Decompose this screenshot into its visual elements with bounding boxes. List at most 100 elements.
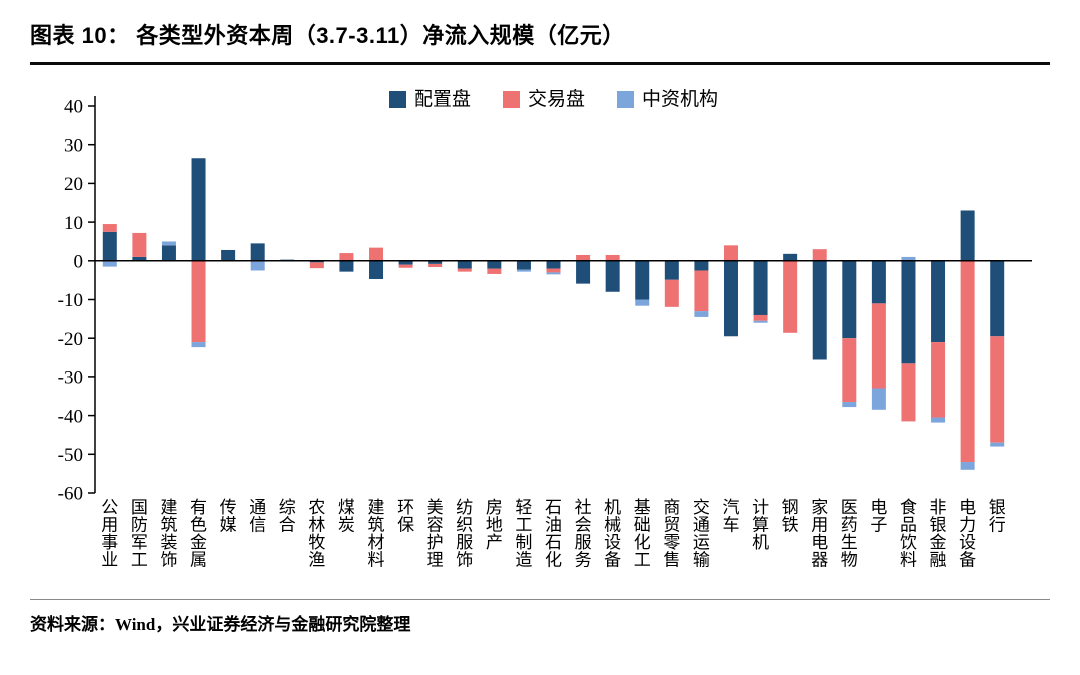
bar-segment-配置盘	[102, 231, 117, 261]
bar-segment-配置盘	[783, 253, 798, 261]
bar-segment-中资机构	[102, 260, 117, 267]
x-axis-category-label: 交通运输	[693, 498, 710, 570]
bar-segment-中资机构	[871, 388, 886, 410]
x-axis-category-label: 家用电器	[811, 498, 828, 570]
y-axis-tick-label: -50	[58, 445, 83, 466]
bar-segment-交易盘	[694, 270, 709, 312]
bar-segment-交易盘	[990, 336, 1005, 443]
bar-segment-中资机构	[161, 241, 176, 246]
x-axis-category-label: 农林牧渔	[308, 498, 325, 570]
legend-swatch-配置盘	[389, 91, 406, 108]
x-axis-category-label: 美容护理	[427, 498, 444, 570]
bar-segment-配置盘	[221, 249, 236, 261]
x-axis-category-label: 建筑材料	[368, 498, 385, 570]
bar-segment-交易盘	[753, 314, 768, 321]
x-axis-category-label: 钢铁	[782, 498, 799, 535]
bar-segment-中资机构	[990, 442, 1005, 447]
bar-segment-中资机构	[191, 342, 206, 348]
bar-segment-交易盘	[664, 279, 679, 307]
figure-title: 图表 10： 各类型外资本周（3.7-3.11）净流入规模（亿元）	[30, 23, 625, 48]
y-axis-tick-label: 40	[64, 97, 83, 118]
bar-segment-配置盘	[605, 260, 620, 292]
bar-segment-中资机构	[635, 299, 650, 306]
x-axis-category-label: 轻工制造	[515, 498, 532, 570]
legend-swatch-中资机构	[617, 91, 634, 108]
bar-segment-配置盘	[960, 210, 975, 261]
bar-segment-中资机构	[250, 260, 265, 271]
bar-segment-交易盘	[901, 363, 916, 422]
x-axis-category-label: 综合	[279, 498, 296, 535]
bar-segment-中资机构	[753, 320, 768, 323]
y-axis-tick-label: 20	[64, 174, 83, 195]
y-axis-tick-label: -20	[58, 329, 83, 350]
x-axis-category-label: 国防军工	[131, 498, 148, 570]
y-axis-tick-label: -30	[58, 368, 83, 389]
x-axis-category-label: 有色金属	[190, 498, 207, 570]
bar-segment-配置盘	[901, 260, 916, 364]
bar-segment-交易盘	[428, 263, 443, 267]
bar-segment-配置盘	[428, 260, 443, 264]
bar-segment-交易盘	[457, 268, 472, 272]
bar-segment-中资机构	[842, 402, 857, 408]
y-axis-tick-label: 10	[64, 213, 83, 234]
legend-label: 中资机构	[642, 88, 718, 110]
bar-segment-配置盘	[990, 260, 1005, 337]
y-axis-tick-label: 30	[64, 135, 83, 156]
bar-segment-配置盘	[694, 260, 709, 271]
chart-svg: 40 30 20 10 0 -10 -20 -30 -40 -50 -60 公用事业国防军工建筑装饰有…	[58, 88, 1032, 570]
x-axis-category-label: 电力设备	[959, 498, 976, 570]
bar-segment-中资机构	[901, 256, 916, 261]
bar-segment-交易盘	[191, 260, 206, 343]
bar-segment-配置盘	[161, 245, 176, 261]
x-axis-category-label: 纺织服饰	[456, 498, 473, 570]
bar-segment-交易盘	[576, 254, 591, 261]
bar-segment-配置盘	[250, 243, 265, 261]
x-axis-category-label: 环保	[397, 498, 414, 535]
bar-segment-配置盘	[664, 260, 679, 280]
bar-segment-交易盘	[812, 249, 827, 261]
x-axis-category-label: 银行	[989, 498, 1006, 535]
y-axis-tick-label: -10	[58, 290, 83, 311]
bar-segment-交易盘	[723, 245, 738, 261]
bar-segment-交易盘	[398, 264, 413, 268]
bar-segment-交易盘	[309, 262, 324, 269]
bar-segment-交易盘	[783, 260, 798, 333]
bar-segment-配置盘	[339, 260, 354, 272]
legend-swatch-交易盘	[503, 91, 520, 108]
bar-segment-配置盘	[635, 260, 650, 300]
bar-segment-配置盘	[723, 260, 738, 337]
x-axis-category-label: 石油石化	[545, 498, 562, 570]
y-axis-tick-label: 0	[74, 251, 84, 272]
bar-segment-交易盘	[931, 342, 946, 418]
bar-segment-中资机构	[931, 417, 946, 423]
figure-header: 图表 10： 各类型外资本周（3.7-3.11）净流入规模（亿元）	[0, 0, 1080, 56]
chart: 40 30 20 10 0 -10 -20 -30 -40 -50 -60 公用事业 国防军工 建筑装饰有…	[0, 65, 1080, 585]
y-axis-tick-label: -40	[58, 406, 83, 427]
x-axis-category-label: 煤炭	[338, 498, 355, 535]
x-axis-category-label: 非银金融	[930, 498, 947, 570]
bar-segment-交易盘	[546, 268, 561, 273]
bar-segment-交易盘	[842, 338, 857, 403]
x-axis-category-label: 计算机	[752, 498, 769, 552]
x-axis-category-label: 社会服务	[575, 498, 592, 570]
bar-segment-中资机构	[694, 311, 709, 317]
x-axis-category-label: 汽车	[722, 498, 739, 535]
bar-segment-中资机构	[516, 269, 531, 272]
bar-segment-交易盘	[102, 224, 117, 232]
bar-segment-配置盘	[842, 260, 857, 339]
x-axis-category-label: 基础化工	[634, 498, 651, 570]
y-axis-tick-label: -60	[58, 484, 83, 505]
bar-segment-交易盘	[871, 303, 886, 389]
title-divider	[30, 62, 1050, 65]
x-axis-category-label: 建筑装饰	[160, 498, 177, 570]
x-axis-category-label: 传媒	[220, 498, 237, 535]
x-axis-category-label: 电子	[870, 498, 887, 535]
legend-label: 交易盘	[528, 88, 585, 110]
bar-segment-配置盘	[516, 260, 531, 270]
bar-segment-配置盘	[191, 158, 206, 261]
bar-segment-配置盘	[457, 260, 472, 269]
x-axis-category-label: 公用事业	[101, 498, 118, 570]
bar-segment-配置盘	[546, 260, 561, 269]
figure-footer: 资料来源：Wind，兴业证券经济与金融研究院整理	[30, 599, 1050, 635]
